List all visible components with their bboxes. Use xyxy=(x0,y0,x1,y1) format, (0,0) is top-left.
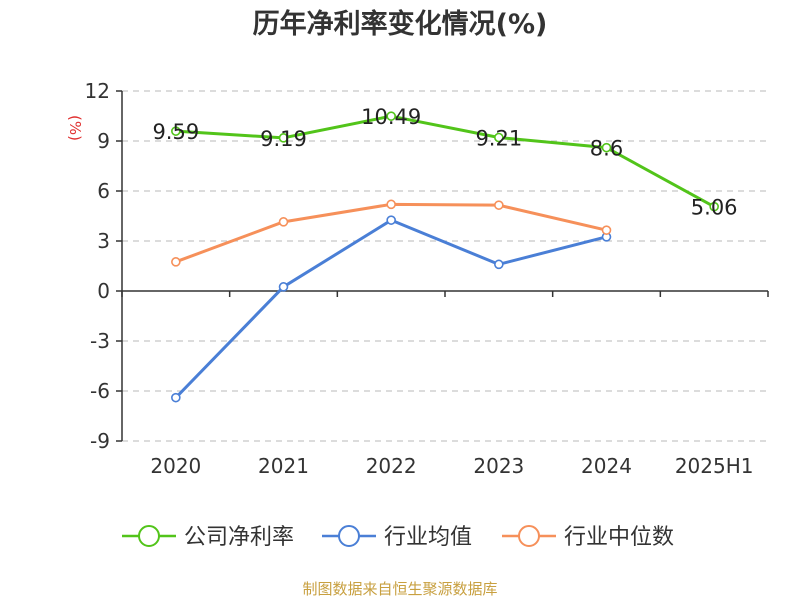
x-tick-label: 2024 xyxy=(581,454,632,478)
chart-title: 历年净利率变化情况(%) xyxy=(253,8,548,40)
data-point xyxy=(709,201,719,212)
y-tick-labels: 12 9 6 3 0 -3 -6 -9 xyxy=(85,79,110,453)
data-label: 8.6 xyxy=(590,137,623,161)
data-label: 9.21 xyxy=(475,127,522,151)
data-label: 10.49 xyxy=(361,105,421,129)
data-point xyxy=(386,111,396,121)
gridlines xyxy=(122,90,768,442)
x-tick-label: 2021 xyxy=(258,454,309,478)
data-point xyxy=(386,199,396,210)
data-point xyxy=(171,257,181,267)
legend-label: 行业均值 xyxy=(384,525,472,550)
y-tick-label: 6 xyxy=(97,179,110,203)
data-label: 9.59 xyxy=(152,120,199,144)
legend-item-0: 公司净利率 xyxy=(122,525,294,550)
x-tick-labels: 2020 2021 2022 2023 2024 2025H1 xyxy=(150,454,753,478)
y-tick-label: -3 xyxy=(90,329,110,353)
y-tick-label: -9 xyxy=(90,429,110,453)
data-point xyxy=(278,217,289,227)
y-tick-label: 3 xyxy=(97,229,110,253)
legend-label: 行业中位数 xyxy=(564,525,674,550)
data-point xyxy=(494,259,504,270)
data-point xyxy=(171,392,181,403)
data-label: 9.19 xyxy=(260,127,307,151)
data-point xyxy=(601,142,612,153)
legend-item-2: 行业中位数 xyxy=(502,525,674,550)
source-note: 制图数据来自恒生聚源数据库 xyxy=(302,580,497,598)
y-tick-label: 9 xyxy=(97,129,110,153)
x-tick-label: 2023 xyxy=(473,454,524,478)
legend-label: 公司净利率 xyxy=(184,525,294,550)
y-tick-label: -6 xyxy=(90,379,110,403)
data-point xyxy=(494,132,504,143)
data-labels: 9.59 9.19 10.49 9.21 8.6 5.06 xyxy=(152,105,737,220)
x-tick-label: 2022 xyxy=(366,454,417,478)
data-label: 5.06 xyxy=(691,196,738,220)
x-tick-label: 2020 xyxy=(150,454,201,478)
series-line-1 xyxy=(174,218,607,399)
y-tick-label: 12 xyxy=(85,79,110,103)
x-tick-label: 2025H1 xyxy=(675,454,754,478)
data-point xyxy=(278,282,289,292)
data-point xyxy=(278,133,289,143)
legend: 公司净利率 行业均值 行业中位数 xyxy=(122,525,674,550)
legend-circle-symbol xyxy=(138,525,160,547)
y-tick-label: 0 xyxy=(97,279,110,303)
y-axis-unit-label: (%) xyxy=(66,115,84,141)
data-point xyxy=(601,225,612,235)
axes xyxy=(116,90,769,442)
legend-circle-symbol xyxy=(338,525,360,547)
legend-item-1: 行业均值 xyxy=(322,525,472,550)
legend-circle-symbol xyxy=(518,525,540,547)
series-lines xyxy=(171,111,719,403)
data-point xyxy=(171,126,181,136)
data-point xyxy=(386,215,396,225)
data-point xyxy=(494,200,504,210)
series-line-0 xyxy=(175,114,715,208)
